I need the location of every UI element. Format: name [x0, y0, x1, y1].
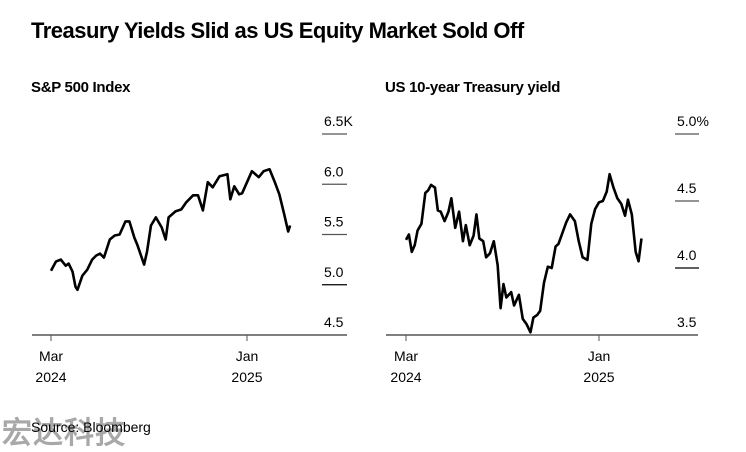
chart-title: Treasury Yields Slid as US Equity Market… — [31, 18, 524, 43]
x-tick-label-year: 2025 — [583, 369, 614, 385]
sp500-chart-title: S&P 500 Index — [31, 79, 131, 96]
treasury-yield-line-chart: 3.5 4.0 4.5 5.0% Mar 2024 Jan 2025 — [386, 113, 709, 385]
sp500-line-chart: 4.5 5.0 5.5 6.0 6.5K Mar 2024 Jan 2025 — [32, 113, 353, 385]
x-tick-label-year: 2024 — [35, 369, 66, 385]
y-tick-label: 5.0% — [677, 113, 709, 129]
x-tick-label-month: Mar — [39, 348, 63, 364]
x-tick-label-year: 2025 — [231, 369, 262, 385]
y-tick-label: 6.5K — [324, 113, 353, 129]
watermark: 宏达科技 — [2, 416, 126, 451]
x-tick-label-month: Jan — [588, 348, 611, 364]
y-tick-label: 5.5 — [324, 214, 344, 230]
y-tick-label: 4.0 — [677, 247, 697, 263]
x-tick-label-month: Mar — [394, 348, 418, 364]
y-tick-label: 4.5 — [677, 180, 697, 196]
x-tick-label-month: Jan — [236, 348, 259, 364]
x-tick-label-year: 2024 — [390, 369, 421, 385]
treasury-chart-title: US 10-year Treasury yield — [385, 79, 561, 96]
series-line — [404, 172, 643, 334]
source-note: Source: Bloomberg — [31, 419, 151, 435]
y-tick-label: 3.5 — [677, 314, 697, 330]
y-tick-label: 4.5 — [324, 314, 344, 330]
y-tick-label: 6.0 — [324, 163, 344, 179]
series-line — [49, 167, 292, 292]
y-tick-label: 5.0 — [324, 264, 344, 280]
